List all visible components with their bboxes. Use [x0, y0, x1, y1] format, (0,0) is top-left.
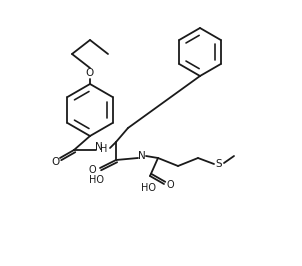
Text: O: O [51, 157, 59, 167]
Text: H: H [100, 144, 108, 154]
Text: HO: HO [88, 175, 104, 185]
Text: O: O [86, 68, 94, 78]
Text: HO: HO [140, 183, 156, 193]
Text: N: N [138, 151, 146, 161]
Text: O: O [166, 180, 174, 190]
Text: N: N [95, 142, 103, 152]
Text: O: O [88, 165, 96, 175]
Text: S: S [216, 159, 222, 169]
